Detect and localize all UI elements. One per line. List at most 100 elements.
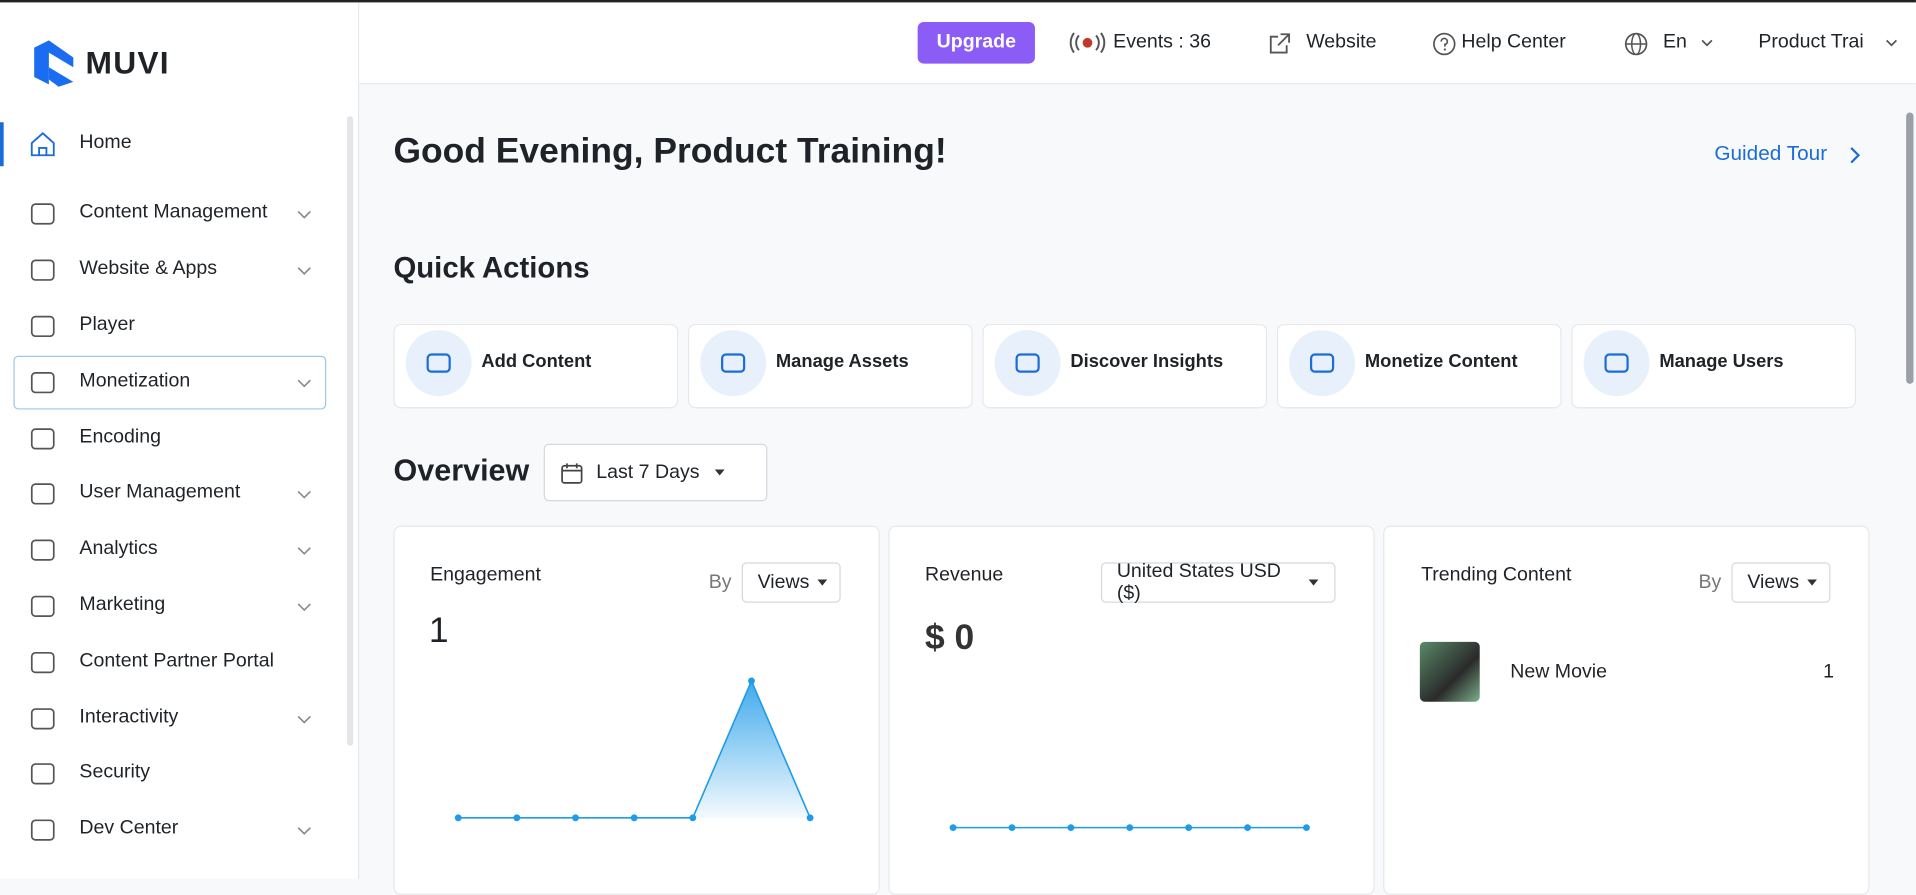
website-link[interactable]: Website [1306, 31, 1377, 53]
by-label: By [1698, 572, 1722, 593]
sidebar-scrollbar [347, 116, 354, 746]
currency-select[interactable]: United States USD ($) [1100, 561, 1336, 603]
nav-icon [30, 651, 55, 674]
nav-item[interactable]: Analytics [79, 537, 158, 559]
chevron [297, 379, 311, 388]
greeting: Good Evening, Product Training! [393, 132, 947, 172]
card-title[interactable]: Revenue [924, 564, 1004, 586]
hover-highlight [13, 355, 327, 410]
nav-item[interactable]: Content Partner Portal [79, 650, 274, 672]
guided-tour[interactable]: Guided Tour [1714, 141, 1828, 166]
nav-icon [30, 763, 55, 785]
chevron [297, 715, 311, 724]
icon-shape [30, 428, 55, 450]
chevron-right [1850, 147, 1861, 164]
icon-shape [721, 353, 746, 373]
nav-item[interactable]: Interactivity [79, 706, 179, 728]
nav-icon [30, 708, 55, 730]
user-menu[interactable]: Product Trai [1758, 31, 1864, 53]
overview-title: Overview [393, 453, 530, 488]
by-label: By [708, 572, 732, 593]
quick-action-icon [1289, 330, 1356, 397]
quick-action-label: Manage Assets [775, 350, 909, 372]
nav-item[interactable]: Security [79, 761, 151, 783]
caret [1308, 578, 1319, 585]
date-range[interactable]: Last 7 Days [543, 443, 768, 502]
nav-icon [30, 203, 55, 225]
icon-shape [30, 651, 55, 674]
icon-shape [30, 483, 55, 505]
chevron-shape [297, 379, 311, 388]
quick-action-label: Manage Users [1659, 350, 1784, 372]
chevron [297, 827, 311, 835]
quick-action-label: Monetize Content [1364, 350, 1518, 372]
point [1126, 824, 1134, 832]
nav-item[interactable]: Content Management [79, 201, 268, 223]
point [689, 814, 697, 822]
icon-shape [426, 353, 451, 373]
nav-item[interactable]: Monetization [79, 370, 191, 392]
point [630, 814, 638, 822]
language[interactable]: En [1663, 31, 1687, 53]
area [458, 680, 811, 818]
header [359, 2, 1916, 85]
nav-item[interactable]: Home [79, 132, 132, 153]
help-center[interactable]: Help Center [1461, 31, 1566, 53]
nav-icon [30, 259, 55, 281]
help-icon [1433, 32, 1456, 56]
caret [715, 468, 726, 475]
chevron [1701, 39, 1713, 47]
chevron [297, 490, 311, 499]
chevron [297, 547, 311, 555]
nav-item[interactable]: Encoding [79, 426, 161, 448]
card-title[interactable]: Trending Content [1421, 564, 1572, 586]
chevron-shape [297, 210, 311, 219]
point [806, 814, 814, 822]
nav-icon [30, 539, 55, 561]
nav-icon [30, 132, 55, 157]
point [1185, 824, 1193, 832]
point [748, 677, 755, 685]
date-range-label: Last 7 Days [596, 461, 700, 483]
logo-icon [34, 40, 74, 87]
icon-shape [1309, 353, 1335, 373]
nav-item[interactable]: Dev Center [79, 817, 179, 839]
card-title[interactable]: Engagement [430, 564, 541, 586]
metric-label: Views [757, 571, 810, 593]
sidebar [0, 2, 360, 879]
chevron [1886, 39, 1897, 47]
point [454, 814, 462, 822]
quick-action-icon [994, 330, 1061, 397]
icon-shape [1015, 353, 1040, 373]
upgrade-button[interactable]: Upgrade [917, 22, 1035, 64]
nav-item[interactable]: Player [79, 314, 135, 335]
page-scrollbar [1906, 112, 1914, 384]
caret [817, 578, 828, 585]
icon-shape [30, 539, 55, 561]
icon-shape [30, 315, 55, 338]
metric-select[interactable]: Views [1731, 562, 1831, 603]
point [572, 814, 579, 822]
icon-glyph [1309, 353, 1335, 373]
quick-action-label: Discover Insights [1070, 350, 1224, 372]
nav-item[interactable]: User Management [79, 481, 241, 503]
caret [1807, 578, 1818, 585]
engagement-total: 1 [428, 611, 449, 651]
events[interactable]: Events : 36 [1113, 31, 1211, 53]
metric-select[interactable]: Views [741, 562, 841, 603]
nav-icon [30, 483, 55, 505]
nav-icon [30, 428, 55, 450]
nav-item[interactable]: Website & Apps [79, 257, 218, 279]
icon-glyph [721, 353, 746, 373]
trending-name[interactable]: New Movie [1510, 661, 1607, 683]
chevron-shape [297, 267, 311, 275]
top-edge [0, 0, 1916, 3]
chevron-shape [297, 827, 311, 835]
events-icon [1069, 32, 1106, 54]
metric-label: Views [1747, 571, 1800, 593]
point [1067, 824, 1075, 832]
nav-item[interactable]: Marketing [79, 594, 166, 615]
icon-shape [30, 372, 55, 394]
